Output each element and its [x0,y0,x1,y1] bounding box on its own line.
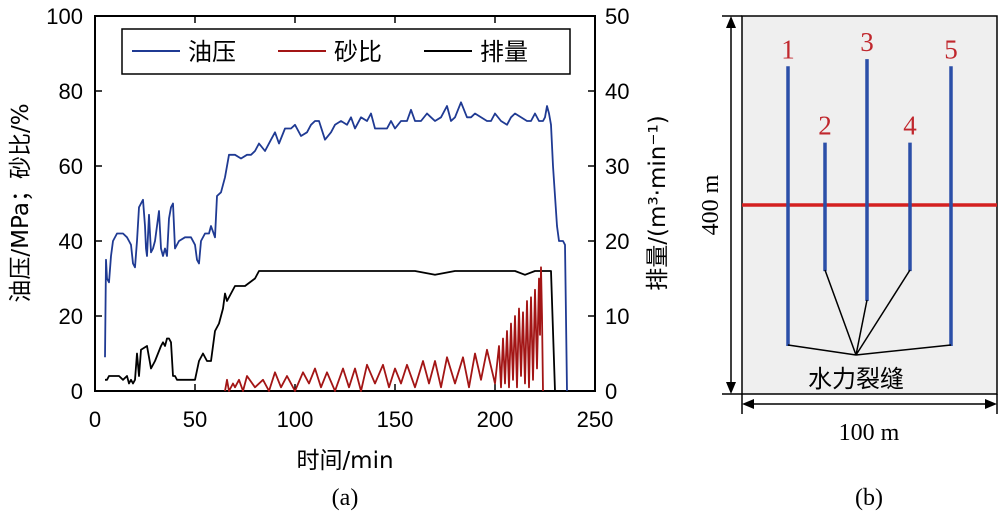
width-label: 100 m [839,420,900,446]
y-left-tick-label: 40 [59,229,83,254]
fracture-line-5 [855,344,952,356]
wells-group: 1 2 3 4 5 [781,27,958,346]
width-dim-arrow-right [985,399,997,409]
y-left-tick-label: 60 [59,154,83,179]
y-left-tick-label: 100 [46,4,83,29]
height-dim-arrow-down [726,382,736,394]
x-tick-label: 100 [277,407,314,432]
y-right-tick-label: 0 [605,379,617,404]
y-right-tick-label: 50 [605,4,629,29]
x-tick-label: 0 [89,407,101,432]
fracture-line-2 [824,269,857,356]
y-right-tick-label: 30 [605,154,629,179]
y-axis-right-title: 排量/(m³·min⁻¹) [645,115,671,290]
legend: 油压 砂比 排量 [121,28,571,75]
legend-label-oil: 油压 [188,38,236,66]
y-left-tick-label: 0 [71,379,83,404]
axis-ticks: 0 50 100 150 200 250 0 20 40 60 80 100 0 10 20 30 40 50 [46,4,629,432]
legend-label-rate: 排量 [480,38,528,66]
height-dim-arrow-up [726,16,736,28]
fracture-label: 水力裂缝 [808,365,904,393]
width-dimension [741,394,998,414]
pump-rate-line [105,270,559,392]
x-tick-label: 200 [477,407,514,432]
series-group [104,101,568,392]
well-label-1: 1 [781,34,795,64]
y-right-tick-label: 20 [605,229,629,254]
y-left-tick-label: 80 [59,79,83,104]
x-tick-label: 150 [377,407,414,432]
fracture-line-1 [787,344,857,356]
panel-b-caption: (b) [855,485,883,511]
legend-box [121,28,571,75]
oil-pressure-line [104,101,568,392]
well-label-3: 3 [860,27,874,57]
legend-label-sand: 砂比 [334,38,382,66]
y-right-tick-label: 40 [605,79,629,104]
well-label-5: 5 [944,34,958,64]
y-axis-left-title: 油压/MPa；砂比/% [8,103,34,302]
sand-ratio-line [224,266,544,392]
plot-frame [94,15,596,392]
x-tick-label: 250 [577,407,614,432]
height-dimension [722,15,742,395]
well-label-2: 2 [818,111,832,141]
panel-a-caption: (a) [332,485,359,511]
x-axis-title: 时间/min [296,448,393,474]
fracture-line-3 [855,299,868,356]
width-dim-arrow-left [742,399,754,409]
height-label: 400 m [698,174,724,235]
fracture-lines [787,269,952,356]
fracture-line-4 [855,269,911,356]
well-label-4: 4 [903,111,917,141]
x-tick-label: 50 [183,407,207,432]
y-left-tick-label: 20 [59,304,83,329]
y-right-tick-label: 10 [605,304,629,329]
